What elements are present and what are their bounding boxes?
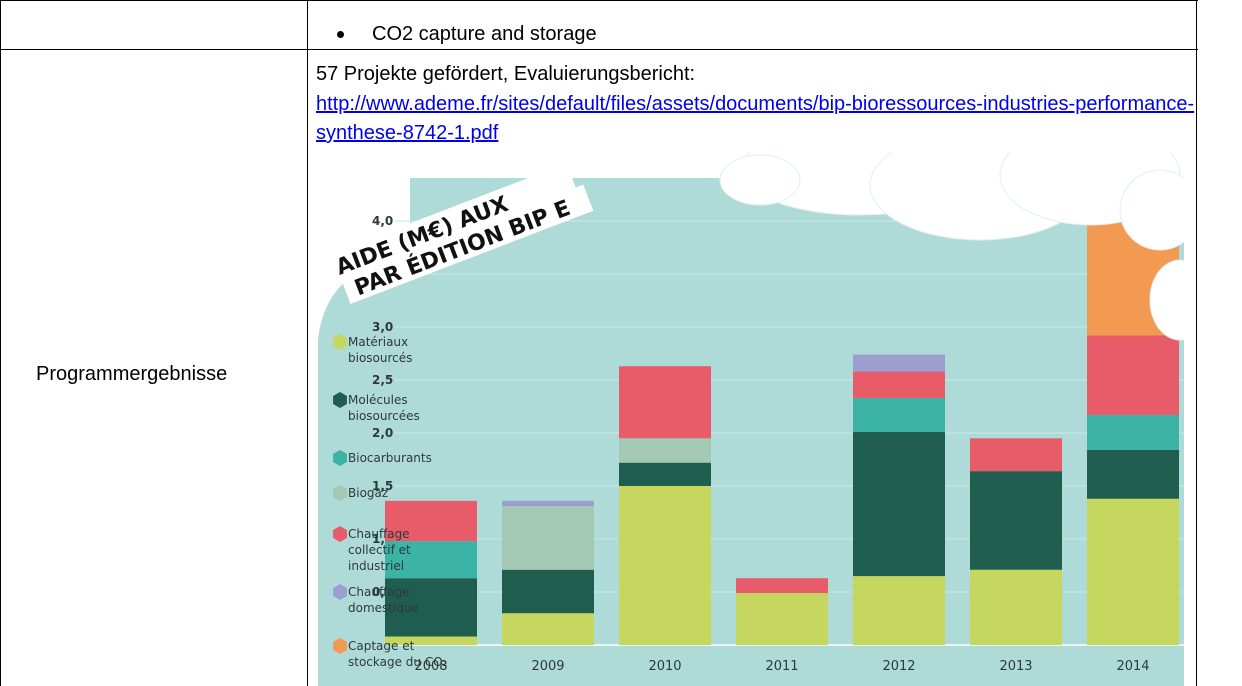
bar-segment <box>970 471 1062 570</box>
x-tick-label: 2009 <box>531 659 564 674</box>
bar-segment <box>385 578 477 637</box>
bar-segment <box>1087 335 1179 415</box>
legend-label: Captage et stockage du CO₂ <box>348 639 448 669</box>
legend-swatch <box>333 638 347 654</box>
table-border <box>0 49 1198 50</box>
legend-swatch <box>333 526 347 542</box>
bar-segment <box>619 366 711 439</box>
bar-segment <box>619 438 711 463</box>
legend-swatch <box>333 584 347 600</box>
bar-segment <box>970 569 1062 645</box>
legend-label: Chauffage collectif et industriel <box>348 527 411 573</box>
bar-segment <box>736 578 828 594</box>
bullet-text: CO2 capture and storage <box>372 23 597 45</box>
title-band <box>340 184 594 304</box>
legend-label: Chauffage domestique <box>348 585 419 615</box>
y-tick-label: 1,5 <box>372 479 393 493</box>
bar-segment <box>385 636 477 645</box>
bar-segment <box>1087 449 1179 499</box>
bar-segment <box>385 500 477 542</box>
title-band <box>323 163 577 283</box>
bar-segment <box>502 500 594 507</box>
legend-swatch <box>333 392 347 408</box>
y-tick-label: 3,0 <box>372 320 393 334</box>
bar-segment <box>619 486 711 645</box>
bar-segment <box>853 371 945 399</box>
bar-segment <box>502 506 594 570</box>
x-tick-label: 2008 <box>414 659 447 674</box>
bar-segment <box>385 541 477 579</box>
bar-segment <box>736 593 828 645</box>
legend-swatch <box>333 485 347 501</box>
bar-segment <box>853 398 945 432</box>
bar-segment <box>1087 414 1179 450</box>
bar-segment <box>853 354 945 372</box>
bullet <box>337 31 344 38</box>
x-tick-label: 2011 <box>765 659 798 674</box>
y-tick-label: 2,5 <box>372 373 393 387</box>
table-border <box>1196 0 1197 686</box>
legend-label: Molécules biosourcées <box>348 393 420 423</box>
legend-label: Biogaz <box>348 486 389 500</box>
legend-swatch <box>333 450 347 466</box>
legend-label: Biocarburants <box>348 451 432 465</box>
table-border <box>307 0 308 686</box>
x-tick-label: 2014 <box>1116 659 1149 674</box>
legend-label: Matériaux biosourcés <box>348 335 413 365</box>
bar-segment <box>970 438 1062 472</box>
y-tick-label: 2,0 <box>372 426 393 440</box>
bar-segment <box>853 576 945 645</box>
table-border <box>0 0 1 686</box>
report-link[interactable]: http://www.ademe.fr/sites/default/files/… <box>316 93 1195 144</box>
x-tick-label: 2013 <box>999 659 1032 674</box>
bar-segment <box>1087 498 1179 645</box>
bar-segment <box>502 569 594 614</box>
bar-segment <box>502 613 594 645</box>
cloud <box>1119 169 1184 251</box>
bar-segment <box>853 431 945 577</box>
cell-text: 57 Projekte gefördert, Evaluierungsberic… <box>316 63 696 85</box>
row-label: Programmergebnisse <box>36 363 228 385</box>
x-tick-label: 2010 <box>648 659 681 674</box>
x-tick-label: 2012 <box>882 659 915 674</box>
cloud <box>719 154 801 206</box>
cloud <box>1149 259 1184 341</box>
bar-segment <box>619 462 711 486</box>
table-border <box>0 0 1198 1</box>
y-tick-label: 4,0 <box>372 214 393 228</box>
legend-swatch <box>333 334 347 350</box>
